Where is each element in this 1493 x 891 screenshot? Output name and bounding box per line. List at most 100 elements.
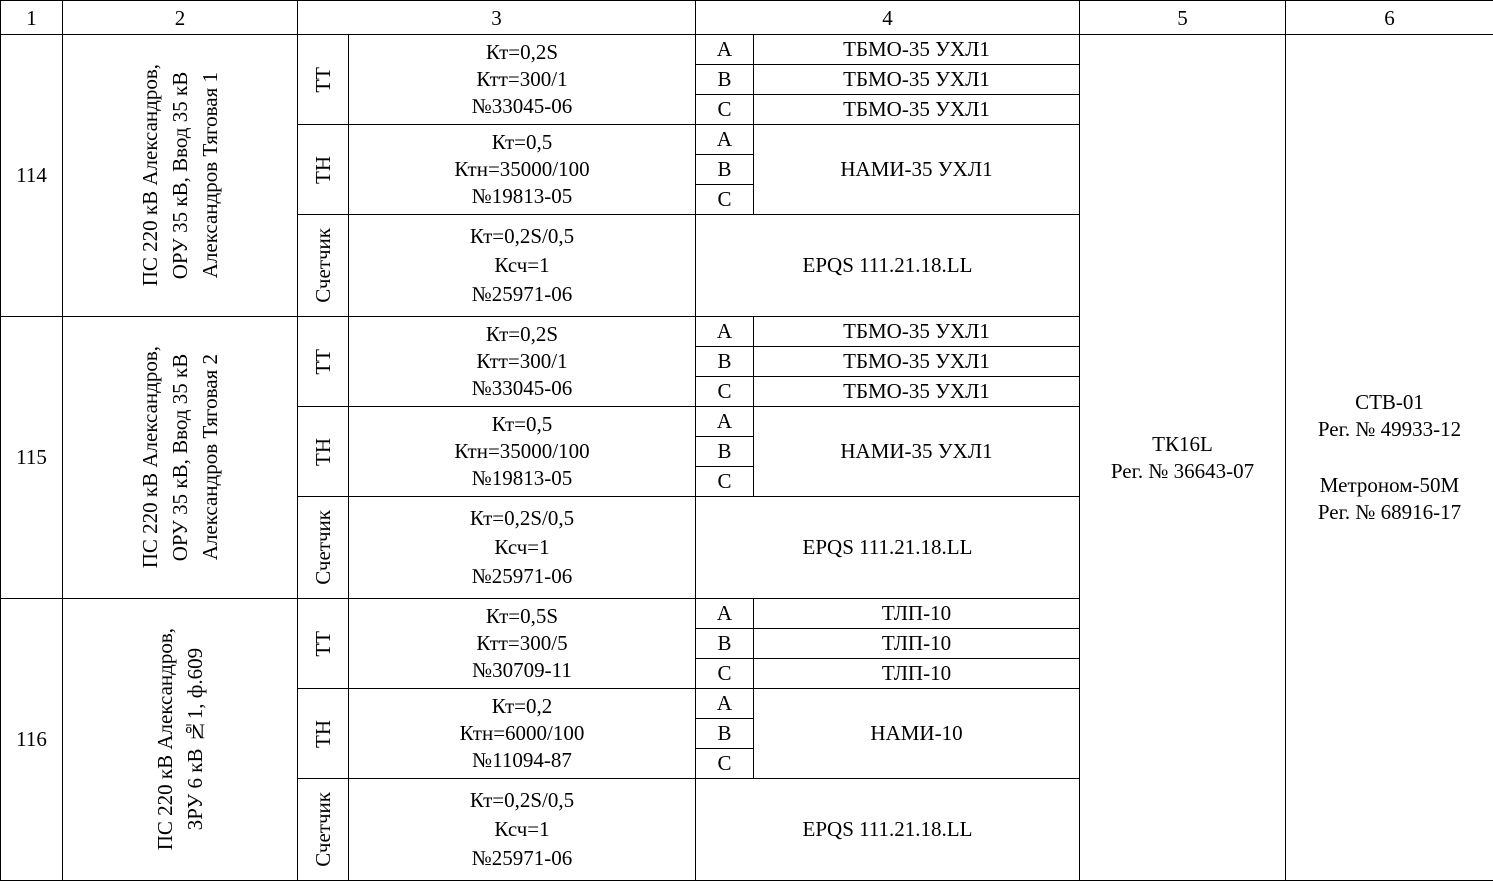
text-line: Кт=0,2S/0,5 bbox=[469, 788, 575, 812]
text-line: №19813-05 bbox=[471, 184, 573, 208]
text-line: EPQS 111.21.18.LL bbox=[802, 817, 973, 841]
text-line: Кт=0,2S bbox=[485, 40, 559, 64]
device-type: ТЛП-10 bbox=[753, 658, 1080, 689]
text-line: ТЛП-10 bbox=[881, 631, 952, 655]
vertical-text: ПС 220 кВ Александров, ОРУ 35 кВ, Ввод 35… bbox=[135, 64, 225, 286]
device-type: ТБМО-35 УХЛ1 bbox=[753, 94, 1080, 125]
text-line: Ктн=6000/100 bbox=[459, 721, 585, 745]
table-row: B bbox=[1, 718, 1493, 749]
text-line: Ксч=1 bbox=[494, 535, 550, 559]
header-cell: 2 bbox=[62, 0, 298, 35]
phase: B bbox=[695, 346, 754, 377]
device-type: НАМИ-35 УХЛ1 bbox=[753, 124, 1080, 215]
table-row: B ТБМО-35 УХЛ1 bbox=[1, 64, 1493, 95]
text-line: Кт=0,5 bbox=[491, 130, 553, 154]
text-line: A bbox=[716, 37, 733, 61]
text-line: C bbox=[717, 469, 732, 493]
vertical-text: ПС 220 кВ Александров, ОРУ 35 кВ, Ввод 35… bbox=[135, 346, 225, 568]
table-row: 114 ПС 220 кВ Александров, ОРУ 35 кВ, Ввод… bbox=[0, 34, 1493, 881]
table-row: ТН Кт=0,5 Ктн=35000/100 №19813-05 A НАМИ-35 У… bbox=[1, 406, 1493, 497]
text-line: ТЛП-10 bbox=[881, 661, 952, 685]
text-line: C bbox=[717, 187, 732, 211]
group-params: Кт=0,5S Ктт=300/5 №30709-11 bbox=[348, 598, 696, 689]
device-type: ТБМО-35 УХЛ1 bbox=[753, 346, 1080, 377]
text-line: B bbox=[717, 631, 732, 655]
text-line: ТБМО-35 УХЛ1 bbox=[843, 349, 990, 373]
device-type: EPQS 111.21.18.LL bbox=[695, 778, 1080, 881]
group-params: Кт=0,5 Ктн=35000/100 №19813-05 bbox=[348, 406, 696, 497]
text-line: ТК16L bbox=[1152, 431, 1213, 456]
text-line: Ксч=1 bbox=[494, 817, 550, 841]
text-line: A bbox=[716, 319, 733, 343]
group-params: Кт=0,2S/0,5 Ксч=1 №25971-06 bbox=[348, 496, 696, 599]
text-line: №30709-11 bbox=[472, 658, 572, 682]
text-line: A bbox=[716, 691, 733, 715]
text-line: B bbox=[717, 349, 732, 373]
table-row: Счетчик Кт=0,2S/0,5 Ксч=1 №25971-06 EPQS 111… bbox=[1, 214, 1493, 317]
text-line: A bbox=[716, 127, 733, 151]
row-number: 116 bbox=[0, 598, 63, 881]
text-line: 3 bbox=[491, 5, 502, 30]
phase: B bbox=[695, 718, 754, 749]
row-number: 114 bbox=[0, 34, 63, 317]
group-kind: Счетчик bbox=[297, 496, 349, 599]
header-cell: 5 bbox=[1079, 0, 1286, 35]
text-line: ЗРУ 6 кВ №1, ф.609 bbox=[183, 648, 207, 831]
text-line: ТБМО-35 УХЛ1 bbox=[843, 67, 990, 91]
text-line: ПС 220 кВ Александров, bbox=[138, 346, 162, 569]
group-kind: ТТ bbox=[297, 316, 349, 407]
text-line: Метроном-50М bbox=[1319, 473, 1460, 497]
text-line: Кт=0,2S bbox=[485, 322, 559, 346]
group-params: Кт=0,2S/0,5 Ксч=1 №25971-06 bbox=[348, 778, 696, 881]
text-line: C bbox=[717, 751, 732, 775]
text-line: ТТ bbox=[311, 630, 335, 657]
text-line: ТН bbox=[311, 437, 335, 466]
phase: C bbox=[695, 94, 754, 125]
text-line: Ктн=35000/100 bbox=[454, 157, 590, 181]
phase: C bbox=[695, 184, 754, 215]
phase: B bbox=[695, 154, 754, 185]
text-line: Ксч=1 bbox=[494, 253, 550, 277]
group-params: Кт=0,5 Ктн=35000/100 №19813-05 bbox=[348, 124, 696, 215]
text-line: B bbox=[717, 67, 732, 91]
text-line: Ктт=300/5 bbox=[476, 631, 568, 655]
table-row: Счетчик Кт=0,2S/0,5 Ксч=1 №25971-06 EPQS 111… bbox=[1, 496, 1493, 599]
device-type: ТЛП-10 bbox=[753, 628, 1080, 659]
text-line: №33045-06 bbox=[471, 376, 573, 400]
device-type: ТБМО-35 УХЛ1 bbox=[753, 34, 1080, 65]
text-line: ОРУ 35 кВ, Ввод 35 кВ bbox=[168, 353, 192, 562]
text-line: ТН bbox=[311, 155, 335, 184]
group-kind: ТТ bbox=[297, 598, 349, 689]
table-row: C bbox=[1, 748, 1493, 779]
text-line: B bbox=[717, 157, 732, 181]
text-line: A bbox=[716, 601, 733, 625]
text-line: C bbox=[717, 661, 732, 685]
text-line: №19813-05 bbox=[471, 466, 573, 490]
device-type: НАМИ-35 УХЛ1 bbox=[753, 406, 1080, 497]
text-line: 115 bbox=[16, 445, 47, 469]
group-kind: ТН bbox=[297, 406, 349, 497]
group-params: Кт=0,2 Ктн=6000/100 №11094-87 bbox=[348, 688, 696, 779]
phase: C bbox=[695, 748, 754, 779]
vertical-text: ПС 220 кВ Александров, ЗРУ 6 кВ №1, ф.609 bbox=[150, 628, 210, 850]
text-line: СТВ-01 bbox=[1355, 390, 1424, 414]
phase: B bbox=[695, 64, 754, 95]
device-type: ТЛП-10 bbox=[753, 598, 1080, 629]
text-line: 116 bbox=[16, 727, 47, 751]
phase: A bbox=[695, 406, 754, 437]
group-params: Кт=0,2S Ктт=300/1 №33045-06 bbox=[348, 316, 696, 407]
text-line: НАМИ-10 bbox=[870, 721, 963, 745]
text-line: ТБМО-35 УХЛ1 bbox=[843, 379, 990, 403]
text-line: EPQS 111.21.18.LL bbox=[802, 535, 973, 559]
object-name: ПС 220 кВ Александров, ОРУ 35 кВ, Ввод 35… bbox=[62, 316, 298, 599]
text-line: B bbox=[717, 721, 732, 745]
text-line: Александров Тяговая 1 bbox=[198, 72, 222, 279]
group-params: Кт=0,2S/0,5 Ксч=1 №25971-06 bbox=[348, 214, 696, 317]
text-line: ТЛП-10 bbox=[881, 601, 952, 625]
text-line: №11094-87 bbox=[472, 748, 572, 772]
group-params: Кт=0,2S Ктт=300/1 №33045-06 bbox=[348, 34, 696, 125]
group-kind: ТН bbox=[297, 688, 349, 779]
header-cell: 4 bbox=[695, 0, 1080, 35]
table-row: 115 ПС 220 кВ Александров, ОРУ 35 кВ, Ввод… bbox=[0, 316, 1493, 599]
